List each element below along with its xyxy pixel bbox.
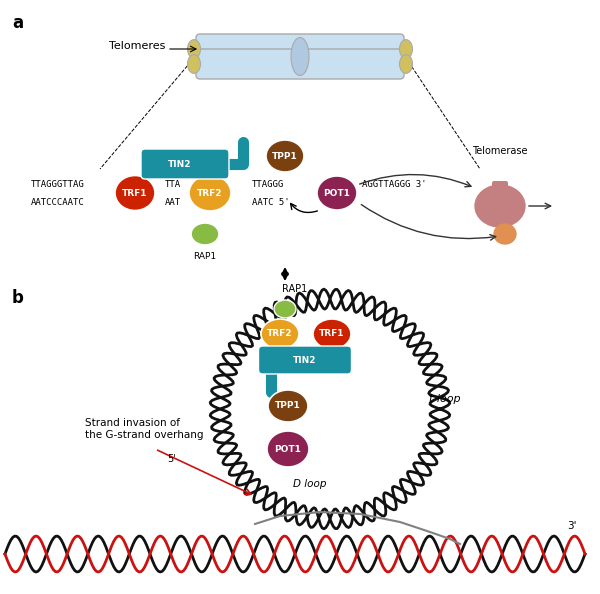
FancyBboxPatch shape [492, 181, 508, 201]
Ellipse shape [191, 223, 219, 245]
Text: RAP1: RAP1 [193, 251, 217, 261]
FancyBboxPatch shape [196, 49, 404, 79]
Ellipse shape [494, 224, 516, 244]
Text: t loop: t loop [429, 394, 461, 404]
Ellipse shape [268, 390, 308, 422]
Ellipse shape [274, 300, 296, 318]
Ellipse shape [187, 55, 200, 73]
Text: AAT: AAT [165, 197, 181, 207]
Ellipse shape [400, 55, 413, 73]
Text: Telomerase: Telomerase [472, 146, 528, 156]
Text: POT1: POT1 [323, 188, 350, 197]
Text: TRF1: TRF1 [122, 188, 148, 197]
Ellipse shape [261, 319, 299, 349]
Ellipse shape [115, 175, 155, 210]
Text: TTAGGGTTAG: TTAGGGTTAG [31, 179, 85, 188]
Text: TRF1: TRF1 [319, 330, 345, 339]
Ellipse shape [400, 40, 413, 58]
Text: AATCCCAATC: AATCCCAATC [31, 197, 85, 207]
Text: TTA: TTA [165, 179, 181, 188]
FancyBboxPatch shape [259, 346, 352, 374]
Text: AATC 5': AATC 5' [252, 197, 290, 207]
Ellipse shape [266, 140, 304, 172]
Ellipse shape [291, 37, 309, 75]
FancyBboxPatch shape [141, 149, 229, 179]
Ellipse shape [317, 176, 357, 210]
Text: TIN2: TIN2 [293, 355, 317, 365]
Text: RAP1: RAP1 [283, 284, 308, 294]
Text: TRF2: TRF2 [267, 330, 293, 339]
Text: D loop: D loop [293, 479, 327, 489]
Text: Strand invasion of
the G-strand overhang: Strand invasion of the G-strand overhang [85, 418, 203, 440]
Text: TIN2: TIN2 [168, 160, 192, 169]
Text: a: a [12, 14, 23, 32]
Text: TTAGGG: TTAGGG [252, 179, 284, 188]
Text: TPP1: TPP1 [272, 151, 298, 160]
Text: b: b [12, 289, 24, 307]
Text: TPP1: TPP1 [275, 402, 301, 410]
Ellipse shape [187, 40, 200, 58]
Text: TRF2: TRF2 [197, 188, 223, 197]
Text: 3': 3' [567, 521, 577, 531]
Ellipse shape [267, 431, 309, 467]
Text: AGGTTAGGG 3': AGGTTAGGG 3' [362, 179, 427, 188]
FancyBboxPatch shape [196, 34, 404, 64]
Ellipse shape [189, 175, 231, 211]
Ellipse shape [313, 319, 351, 349]
Text: POT1: POT1 [275, 444, 301, 453]
Text: Telomeres: Telomeres [109, 41, 165, 51]
Text: 5': 5' [167, 454, 176, 464]
Ellipse shape [475, 185, 525, 227]
